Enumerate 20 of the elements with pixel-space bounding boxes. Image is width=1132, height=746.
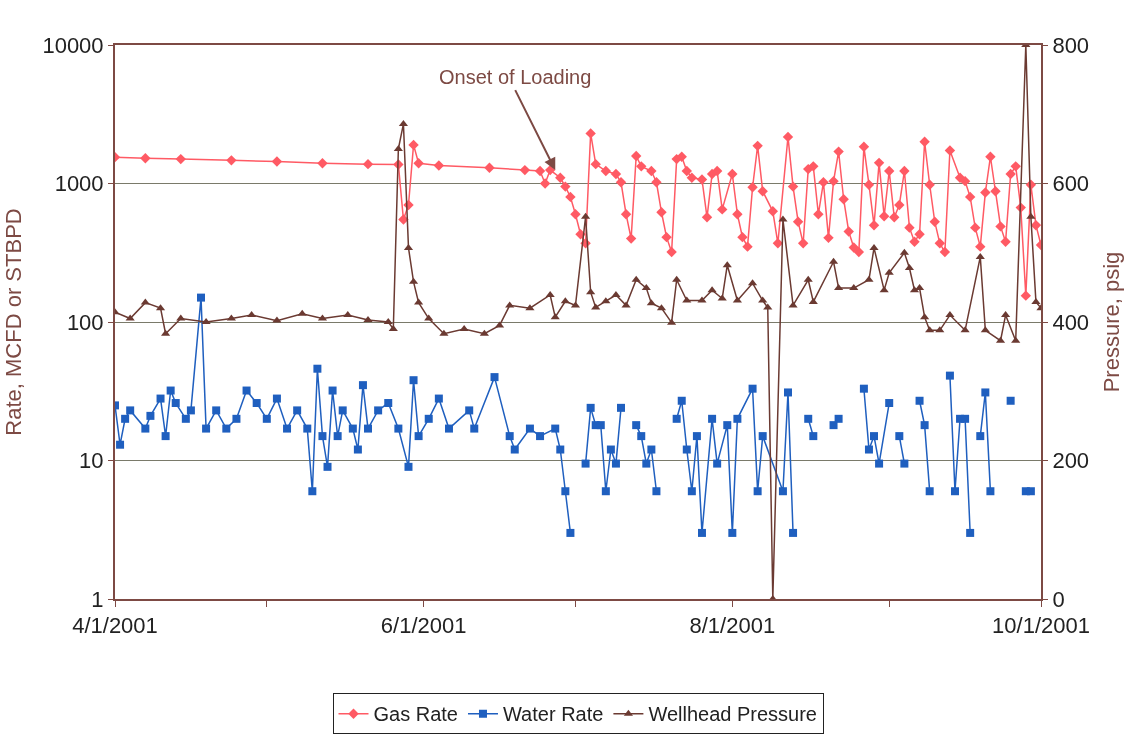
- y-tick-label: 1000: [54, 171, 104, 197]
- legend-label: Water Rate: [502, 703, 604, 726]
- x-tick-label: 10/1/2001: [992, 613, 1090, 639]
- y2-tick-label: 200: [1052, 448, 1090, 474]
- y2-tick-label: 400: [1052, 309, 1090, 335]
- y2-tick-label: 600: [1052, 171, 1090, 197]
- y-axis-title: Rate, MCFD or STBPD: [0, 208, 26, 436]
- legend-label: Gas Rate: [373, 703, 458, 726]
- y-tick-label: 100: [66, 309, 104, 335]
- y2-tick-label: 800: [1052, 32, 1090, 58]
- annotation: Onset of Loading: [439, 66, 592, 88]
- y-tick-label: 10: [79, 448, 104, 474]
- legend-label: Wellhead Pressure: [648, 703, 817, 726]
- x-tick-label: 6/1/2001: [380, 613, 467, 639]
- y2-tick-label: 0: [1052, 586, 1065, 612]
- y2-axis-title: Pressure, psig: [1098, 251, 1124, 393]
- x-tick-label: 4/1/2001: [72, 613, 158, 639]
- y-tick-label: 1: [91, 586, 104, 612]
- y-tick-label: 10000: [42, 32, 104, 58]
- x-tick-label: 8/1/2001: [689, 613, 776, 639]
